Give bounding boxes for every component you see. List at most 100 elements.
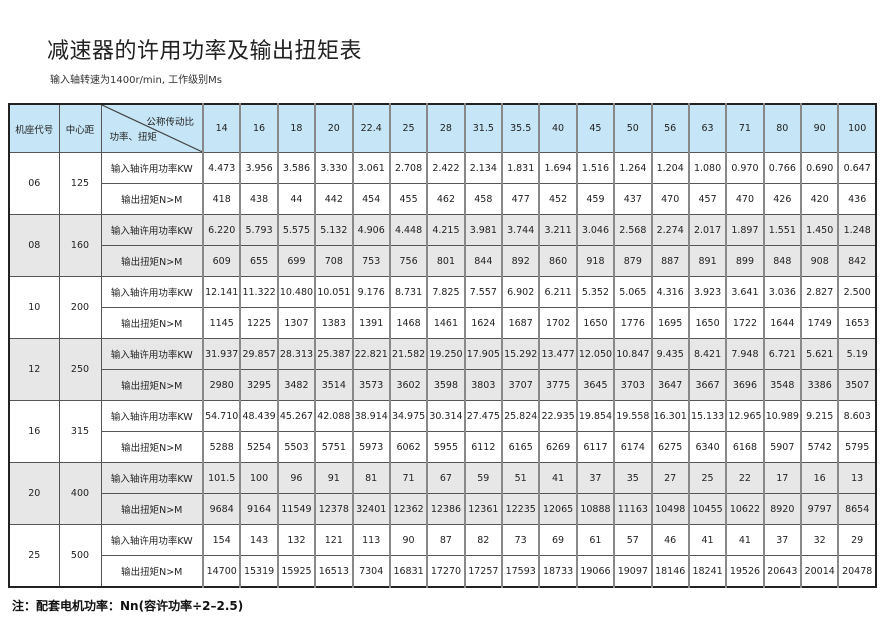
ratio-header: 63 (687, 103, 727, 153)
torque-value: 12361 (463, 493, 503, 525)
table-row-power: 12 250 输入轴许用功率KW 31.937 29.857 28.313 25.387 22… (8, 338, 877, 401)
torque-value: 12386 (426, 493, 466, 525)
power-value: 0.970 (725, 152, 765, 184)
power-value: 4.906 (351, 214, 391, 246)
power-value: 9.176 (351, 276, 391, 308)
torque-value: 18733 (538, 555, 578, 588)
power-value: 2.708 (388, 152, 428, 184)
power-value: 6.211 (538, 276, 578, 308)
torque-value: 1687 (500, 307, 540, 339)
torque-value: 3507 (837, 369, 877, 401)
power-value: 2.827 (799, 276, 839, 308)
power-value: 37 (575, 462, 615, 494)
torque-value: 436 (837, 183, 877, 215)
ratio-header: 40 (538, 103, 578, 153)
torque-value: 3386 (799, 369, 839, 401)
power-value: 3.211 (538, 214, 578, 246)
row-label-power: 输入轴许用功率KW (100, 338, 204, 370)
power-value: 3.330 (314, 152, 354, 184)
torque-value: 10498 (650, 493, 690, 525)
torque-value: 17257 (463, 555, 503, 588)
power-value: 2.134 (463, 152, 503, 184)
power-value: 5.575 (276, 214, 316, 246)
power-value: 8.421 (687, 338, 727, 370)
power-value: 15.133 (687, 400, 727, 432)
ratio-header: 100 (837, 103, 877, 153)
power-value: 4.473 (201, 152, 241, 184)
torque-value: 15319 (239, 555, 279, 588)
torque-value: 2980 (201, 369, 241, 401)
power-value: 5.621 (799, 338, 839, 370)
power-value: 25.824 (500, 400, 540, 432)
torque-value: 3514 (314, 369, 354, 401)
header-ratio: 公称传动比 (146, 117, 194, 128)
power-value: 29 (837, 524, 877, 556)
power-value: 1.551 (762, 214, 802, 246)
torque-value: 14700 (201, 555, 241, 588)
torque-value: 458 (463, 183, 503, 215)
power-value: 113 (351, 524, 391, 556)
ratio-header: 14 (201, 103, 241, 153)
torque-value: 16831 (388, 555, 428, 588)
power-value: 32 (799, 524, 839, 556)
torque-value: 9164 (239, 493, 279, 525)
power-value: 6.902 (500, 276, 540, 308)
torque-value: 753 (351, 245, 391, 277)
table-row-torque: 输出扭矩N>M 609 655 699 708 753 756 801 844 892 860 918… (9, 245, 877, 277)
power-value: 25.387 (314, 338, 354, 370)
table-row-power: 06 125 输入轴许用功率KW 4.473 3.956 3.586 3.330 3.061 2… (8, 152, 877, 215)
torque-value: 5254 (239, 431, 279, 463)
torque-value: 19526 (725, 555, 765, 588)
ratio-header: 56 (650, 103, 690, 153)
ratio-header: 18 (276, 103, 316, 153)
torque-value: 5288 (201, 431, 241, 463)
power-value: 0.647 (837, 152, 877, 184)
torque-value: 848 (762, 245, 802, 277)
power-value: 3.956 (239, 152, 279, 184)
power-value: 17.905 (463, 338, 503, 370)
torque-value: 1653 (837, 307, 877, 339)
power-value: 96 (276, 462, 316, 494)
torque-value: 454 (351, 183, 391, 215)
power-value: 17 (762, 462, 802, 494)
torque-value: 1461 (426, 307, 466, 339)
torque-value: 10455 (687, 493, 727, 525)
power-value: 25 (687, 462, 727, 494)
frame-code: 10 (8, 276, 60, 339)
ratio-header: 28 (426, 103, 466, 153)
torque-value: 699 (276, 245, 316, 277)
power-value: 10.847 (613, 338, 653, 370)
power-value: 1.516 (575, 152, 615, 184)
table-row-power: 10 200 输入轴许用功率KW 12.141 11.322 10.480 10.051 9.… (8, 276, 877, 339)
ratio-header: 25 (388, 103, 428, 153)
torque-value: 6340 (687, 431, 727, 463)
power-value: 5.352 (575, 276, 615, 308)
power-value: 8.731 (388, 276, 428, 308)
power-value: 22.821 (351, 338, 391, 370)
ratio-header: 80 (762, 103, 802, 153)
power-torque-table: 机座代号 中心距 公称传动比 功率、扭矩 14 16 18 20 22.4 25 28 31.… (8, 103, 877, 588)
power-value: 0.690 (799, 152, 839, 184)
power-value: 6.721 (762, 338, 802, 370)
power-value: 5.793 (239, 214, 279, 246)
power-value: 71 (388, 462, 428, 494)
diagonal-line (102, 105, 203, 152)
torque-value: 892 (500, 245, 540, 277)
power-value: 81 (351, 462, 391, 494)
frame-code: 08 (8, 214, 60, 277)
power-value: 4.215 (426, 214, 466, 246)
power-value: 3.923 (687, 276, 727, 308)
torque-value: 9684 (201, 493, 241, 525)
torque-value: 20014 (799, 555, 839, 588)
ratio-header: 20 (314, 103, 354, 153)
power-value: 87 (426, 524, 466, 556)
power-value: 1.831 (500, 152, 540, 184)
torque-value: 11163 (613, 493, 653, 525)
torque-value: 3598 (426, 369, 466, 401)
power-value: 4.316 (650, 276, 690, 308)
power-value: 2.500 (837, 276, 877, 308)
header-power-torque: 功率、扭矩 (109, 132, 158, 143)
power-value: 7.825 (426, 276, 466, 308)
torque-value: 1650 (575, 307, 615, 339)
power-value: 41 (538, 462, 578, 494)
